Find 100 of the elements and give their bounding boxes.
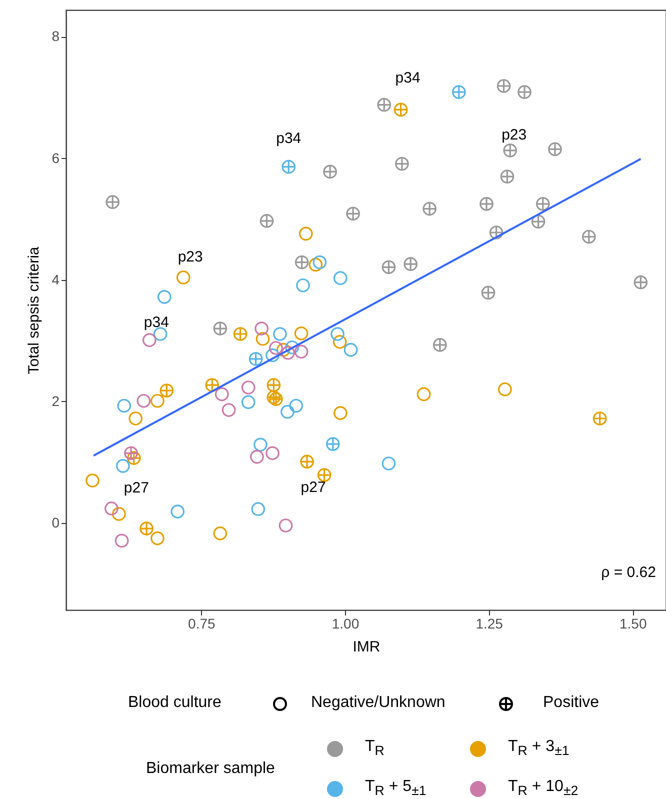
- point: [241, 395, 256, 410]
- annotation: p27: [124, 479, 149, 496]
- point: [251, 502, 266, 516]
- point: [289, 398, 304, 413]
- point: [330, 327, 344, 341]
- point: [296, 278, 310, 292]
- text: Negative/Unknown: [311, 694, 446, 712]
- point: [452, 85, 466, 99]
- legend-label: T$_{R}$ + 3$_{±1}$: [508, 738, 570, 758]
- x-axis-title: IMR: [352, 638, 380, 656]
- point: [382, 260, 396, 274]
- point: [170, 504, 185, 518]
- point: [317, 468, 332, 482]
- point: [213, 322, 228, 336]
- point: [503, 144, 518, 158]
- point: [518, 85, 532, 99]
- point: [128, 412, 143, 426]
- point: [432, 338, 447, 352]
- point: [254, 322, 269, 336]
- point: [422, 202, 436, 216]
- point: [298, 226, 313, 241]
- x-tick-label: 1.00: [332, 616, 360, 632]
- point: [213, 526, 228, 540]
- point: [104, 502, 118, 516]
- text: Positive: [543, 694, 600, 712]
- point: [634, 275, 648, 290]
- point: [294, 344, 308, 359]
- point: [498, 382, 512, 396]
- y-tick-label: 6: [52, 150, 60, 166]
- point: [404, 257, 418, 272]
- point: [222, 403, 236, 417]
- point: [273, 327, 287, 341]
- point: [280, 404, 294, 419]
- point: [496, 79, 511, 93]
- point: [150, 531, 164, 546]
- point: [136, 394, 151, 408]
- point: [592, 412, 607, 426]
- annotation: p34: [276, 130, 302, 147]
- point: [269, 392, 283, 406]
- point: [266, 446, 280, 460]
- point: [382, 456, 396, 470]
- point: [344, 342, 358, 357]
- point: [124, 446, 138, 460]
- y-tick-label: 2: [52, 392, 60, 409]
- text: Blood culture: [128, 694, 222, 712]
- point: [333, 406, 348, 420]
- y-tick-label: 4: [52, 271, 60, 288]
- point: [266, 378, 281, 392]
- point: [500, 170, 514, 184]
- point: [86, 474, 100, 488]
- point: [489, 226, 504, 240]
- x-tick-label: 1.50: [620, 616, 647, 632]
- point: [395, 156, 409, 171]
- point: [250, 450, 264, 464]
- legend-label: T$_{R}$: [365, 738, 384, 758]
- point: [214, 387, 229, 402]
- y-tick-label: 0: [52, 514, 60, 531]
- point: [254, 438, 268, 452]
- point: [346, 206, 360, 221]
- x-tick-label: 0.75: [188, 616, 216, 632]
- point: [160, 384, 174, 398]
- point: [116, 459, 130, 473]
- point: [300, 454, 314, 469]
- point: [294, 255, 309, 270]
- point: [531, 214, 546, 228]
- point: [416, 387, 431, 402]
- legend-label: T$_{R}$ + 5$_{±1}$: [365, 778, 426, 798]
- point: [248, 352, 263, 366]
- point: [323, 164, 337, 179]
- point: [106, 195, 120, 210]
- point: [266, 390, 281, 404]
- point: [480, 196, 494, 211]
- point: [269, 341, 283, 355]
- point: [117, 398, 132, 413]
- annotation: p34: [395, 70, 420, 87]
- point: [278, 518, 293, 532]
- point: [142, 333, 156, 348]
- point: [140, 522, 154, 536]
- y-axis-title: Total sepsis criteria: [26, 246, 43, 374]
- legend-label: T$_{R}$ + 10$_{±2}$: [508, 778, 578, 798]
- legend-title: Biomarker sample: [146, 760, 275, 778]
- annotation: p23: [502, 126, 527, 144]
- point: [266, 348, 280, 362]
- point: [333, 271, 348, 285]
- point: [114, 534, 129, 548]
- point: [308, 258, 323, 272]
- point: [332, 335, 347, 349]
- point: [377, 98, 392, 112]
- annotation: ρ = 0.62: [601, 564, 656, 581]
- point: [157, 290, 172, 304]
- annotation: p23: [178, 248, 203, 266]
- point: [176, 270, 190, 284]
- point: [260, 214, 274, 228]
- point: [548, 142, 562, 156]
- point: [582, 230, 596, 244]
- x-tick-label: 1.25: [476, 616, 504, 632]
- point: [205, 378, 220, 392]
- y-tick-label: 8: [52, 28, 60, 44]
- point: [536, 196, 550, 211]
- point: [326, 437, 340, 451]
